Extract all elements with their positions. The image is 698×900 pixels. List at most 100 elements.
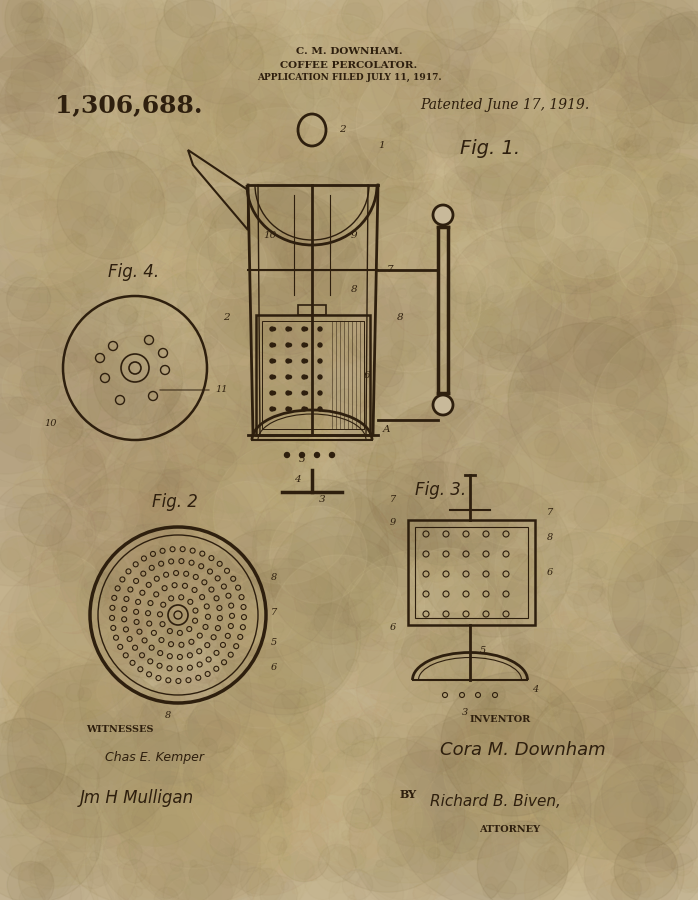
Circle shape bbox=[343, 401, 381, 439]
Circle shape bbox=[612, 536, 698, 673]
Circle shape bbox=[571, 711, 698, 872]
Circle shape bbox=[140, 202, 231, 293]
Circle shape bbox=[449, 249, 523, 323]
Circle shape bbox=[394, 611, 485, 703]
Circle shape bbox=[635, 479, 698, 557]
Circle shape bbox=[473, 157, 559, 242]
Circle shape bbox=[468, 309, 522, 362]
Circle shape bbox=[0, 536, 139, 730]
Circle shape bbox=[79, 611, 251, 784]
Circle shape bbox=[512, 747, 643, 877]
Circle shape bbox=[422, 355, 600, 534]
Circle shape bbox=[288, 375, 292, 379]
Circle shape bbox=[140, 675, 330, 865]
Circle shape bbox=[0, 647, 52, 742]
Circle shape bbox=[522, 680, 698, 860]
Circle shape bbox=[0, 508, 68, 613]
Circle shape bbox=[600, 491, 690, 580]
Circle shape bbox=[470, 702, 611, 843]
Circle shape bbox=[463, 616, 496, 650]
Circle shape bbox=[408, 23, 607, 223]
Circle shape bbox=[391, 708, 591, 900]
Circle shape bbox=[126, 531, 315, 720]
Circle shape bbox=[632, 653, 689, 710]
Circle shape bbox=[214, 442, 355, 584]
Circle shape bbox=[30, 372, 170, 510]
Circle shape bbox=[39, 233, 152, 346]
Circle shape bbox=[270, 391, 274, 395]
Circle shape bbox=[0, 141, 40, 205]
Circle shape bbox=[456, 422, 621, 587]
Circle shape bbox=[128, 377, 188, 436]
Circle shape bbox=[10, 814, 86, 890]
Circle shape bbox=[520, 169, 670, 320]
Circle shape bbox=[590, 802, 678, 891]
Text: Jm H Mulligan: Jm H Mulligan bbox=[80, 789, 194, 807]
Circle shape bbox=[429, 433, 608, 612]
Circle shape bbox=[45, 429, 132, 517]
Circle shape bbox=[163, 355, 358, 550]
Circle shape bbox=[569, 154, 616, 201]
Circle shape bbox=[352, 233, 440, 321]
Circle shape bbox=[10, 194, 50, 236]
Circle shape bbox=[7, 743, 73, 810]
Circle shape bbox=[339, 472, 484, 617]
Circle shape bbox=[144, 486, 214, 556]
Circle shape bbox=[181, 23, 334, 176]
Circle shape bbox=[0, 727, 88, 850]
Circle shape bbox=[399, 69, 548, 219]
Circle shape bbox=[0, 184, 106, 293]
Circle shape bbox=[129, 778, 260, 900]
Circle shape bbox=[191, 598, 371, 777]
Circle shape bbox=[90, 298, 181, 389]
Circle shape bbox=[0, 328, 117, 508]
Circle shape bbox=[188, 701, 240, 753]
Circle shape bbox=[539, 252, 591, 303]
Circle shape bbox=[180, 46, 283, 149]
Circle shape bbox=[0, 805, 123, 900]
Circle shape bbox=[318, 343, 322, 347]
Circle shape bbox=[614, 359, 698, 481]
Circle shape bbox=[500, 373, 651, 523]
Circle shape bbox=[332, 550, 508, 725]
Circle shape bbox=[288, 328, 292, 330]
Circle shape bbox=[431, 572, 552, 693]
Text: 5: 5 bbox=[271, 638, 277, 647]
Circle shape bbox=[0, 32, 75, 153]
Circle shape bbox=[466, 17, 629, 179]
Circle shape bbox=[454, 113, 542, 201]
Circle shape bbox=[435, 240, 552, 358]
Circle shape bbox=[216, 605, 312, 700]
Circle shape bbox=[149, 133, 331, 315]
Circle shape bbox=[436, 332, 545, 442]
Circle shape bbox=[89, 21, 239, 171]
Text: 8: 8 bbox=[547, 533, 554, 542]
Bar bbox=[298, 305, 326, 315]
Circle shape bbox=[193, 677, 339, 824]
Circle shape bbox=[51, 713, 98, 760]
Circle shape bbox=[35, 307, 158, 430]
Circle shape bbox=[662, 705, 698, 773]
Circle shape bbox=[574, 270, 646, 342]
Circle shape bbox=[422, 106, 485, 170]
Circle shape bbox=[553, 801, 607, 854]
Circle shape bbox=[611, 302, 662, 354]
Circle shape bbox=[165, 481, 351, 666]
Circle shape bbox=[453, 0, 563, 68]
Circle shape bbox=[118, 160, 251, 293]
Circle shape bbox=[343, 169, 510, 335]
Circle shape bbox=[635, 153, 698, 234]
Circle shape bbox=[338, 221, 528, 411]
Circle shape bbox=[38, 0, 214, 97]
Circle shape bbox=[595, 853, 662, 900]
Circle shape bbox=[280, 94, 349, 162]
Circle shape bbox=[0, 0, 85, 86]
Circle shape bbox=[34, 819, 138, 900]
Circle shape bbox=[163, 860, 232, 900]
Circle shape bbox=[86, 777, 260, 900]
Circle shape bbox=[514, 140, 661, 286]
Circle shape bbox=[495, 528, 646, 680]
Text: 7: 7 bbox=[390, 495, 396, 504]
Circle shape bbox=[438, 816, 497, 875]
Circle shape bbox=[133, 293, 191, 351]
